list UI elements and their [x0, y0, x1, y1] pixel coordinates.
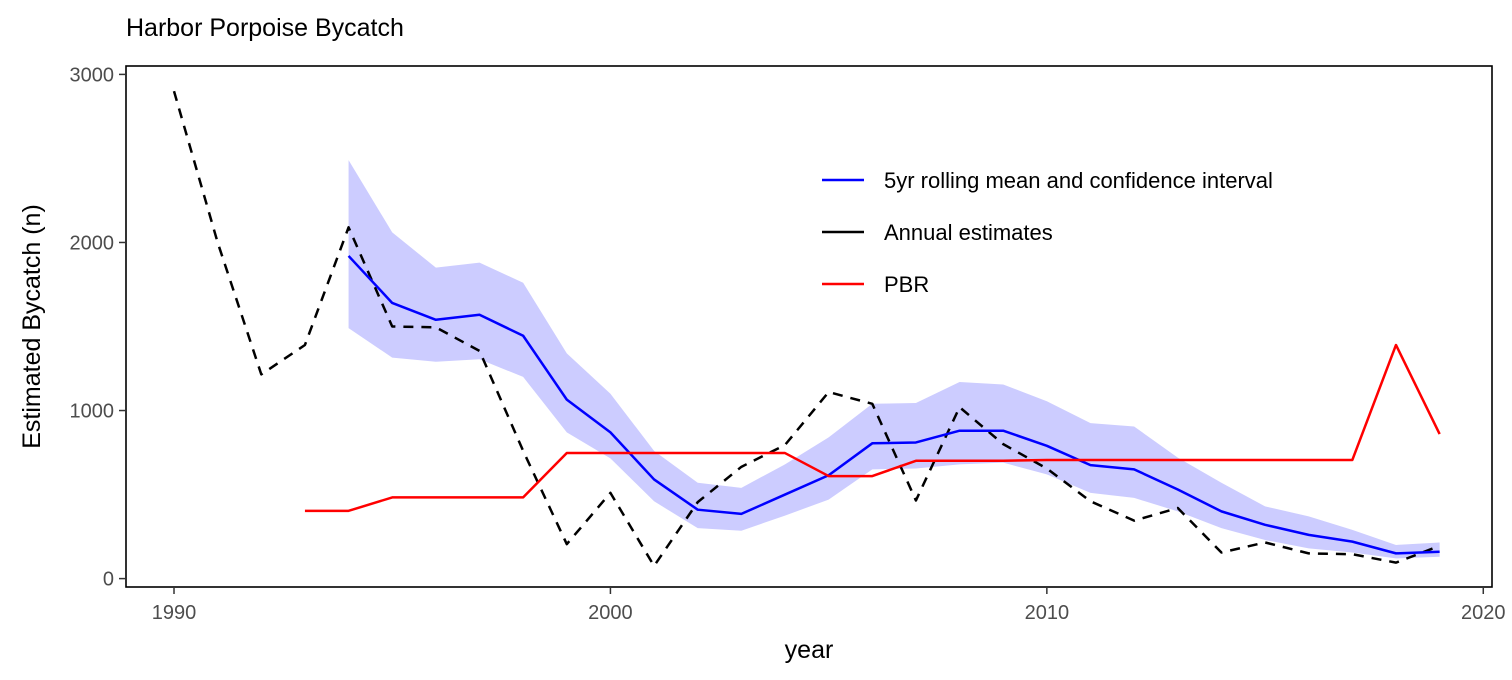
chart-title: Harbor Porpoise Bycatch	[126, 14, 404, 42]
y-axis-title: Estimated Bycatch (n)	[18, 204, 46, 449]
legend: 5yr rolling mean and confidence interval…	[822, 168, 1273, 297]
x-axis-title: year	[785, 636, 834, 664]
plot-panel-border	[125, 65, 1493, 588]
series-line-pbr	[304, 343, 1441, 513]
y-tick-label: 2000	[70, 232, 115, 254]
x-tick-label: 2000	[588, 602, 633, 624]
legend-label-5yr-rolling-mean-and-confidence-interval: 5yr rolling mean and confidence interval	[884, 168, 1273, 193]
y-tick-label: 3000	[70, 64, 115, 86]
y-tick-label: 0	[103, 569, 114, 591]
legend-label-pbr: PBR	[884, 272, 929, 297]
y-tick-label: 1000	[70, 401, 115, 423]
x-tick-label: 1990	[152, 602, 197, 624]
series-line-annual-estimates	[172, 90, 1441, 568]
x-tick-label: 2010	[1025, 602, 1070, 624]
legend-label-annual-estimates: Annual estimates	[884, 220, 1053, 245]
x-tick-label: 2020	[1461, 602, 1506, 624]
series-line-5yr-rolling-mean-and-confidence-interval	[347, 255, 1440, 555]
